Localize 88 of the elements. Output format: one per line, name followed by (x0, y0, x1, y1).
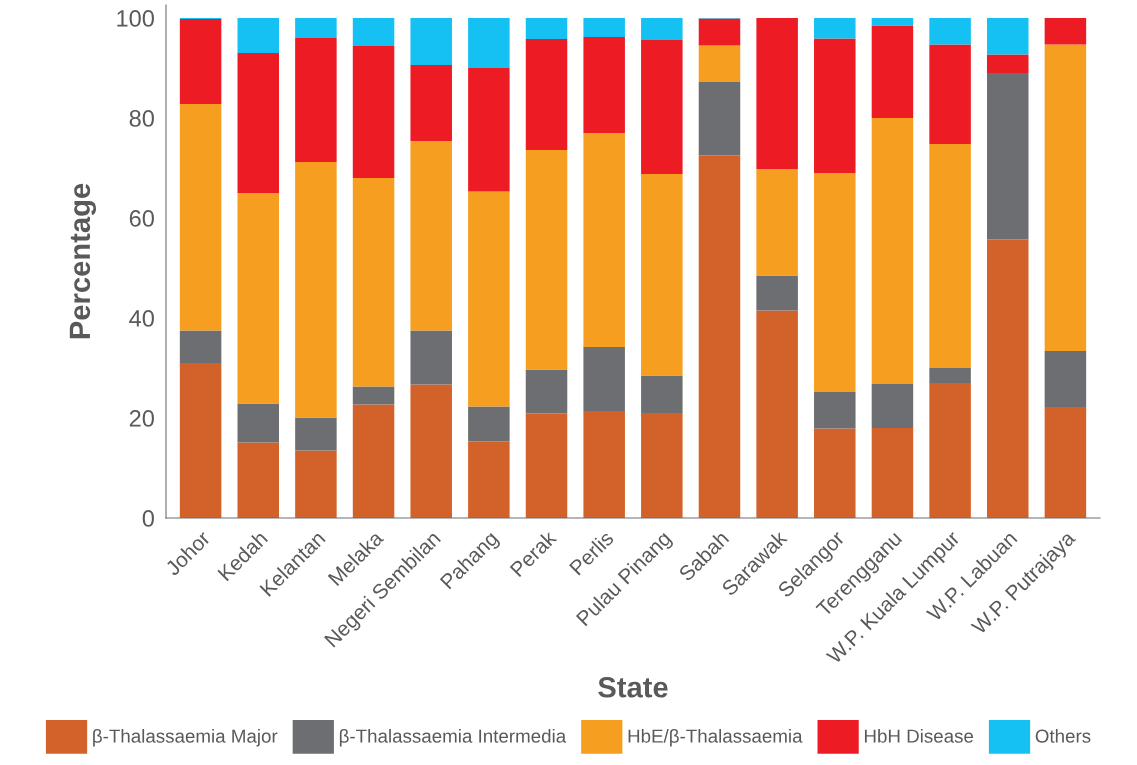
bar (352, 46, 395, 178)
bar (468, 68, 510, 192)
bar (410, 18, 452, 65)
bar (1044, 407, 1087, 518)
bar (295, 38, 337, 162)
bar (641, 375, 683, 413)
bar (179, 330, 222, 363)
bar (698, 82, 741, 156)
y-tick-label: 0 (142, 510, 154, 527)
legend-label: β-Thalassaemia Intermedia (339, 729, 567, 747)
bar (698, 45, 741, 82)
bar (237, 403, 279, 443)
y-tick-label: 40 (129, 310, 154, 327)
bar (410, 65, 452, 141)
bar (641, 174, 683, 376)
bar (698, 18, 741, 46)
bar (352, 386, 395, 405)
legend-label: HbE/β-Thalassaemia (628, 729, 803, 747)
bar (1044, 44, 1087, 351)
bar (525, 150, 568, 370)
bar (756, 310, 798, 518)
bar (525, 369, 568, 414)
y-tick-label: 80 (129, 110, 154, 127)
bar (583, 411, 625, 518)
bar (987, 18, 1029, 55)
bar (410, 141, 452, 331)
legend-label: HbH Disease (864, 729, 974, 743)
bar (583, 347, 625, 411)
bar (871, 18, 914, 26)
bar (987, 54, 1029, 73)
legend-label: β-Thalassaemia Major (93, 729, 278, 747)
bar (295, 450, 337, 518)
bar (929, 144, 971, 368)
bar (583, 133, 625, 347)
bar (929, 368, 971, 383)
bar (698, 155, 741, 518)
bar (410, 330, 452, 385)
bar (468, 18, 510, 68)
bar (237, 18, 279, 53)
bar (929, 44, 971, 144)
bar (179, 104, 222, 331)
bar (525, 413, 568, 518)
bar (871, 428, 914, 518)
bar (756, 18, 798, 169)
bar (756, 169, 798, 276)
bar (468, 191, 510, 407)
bar (237, 193, 279, 404)
bar (814, 428, 856, 518)
y-axis-title: Percentage (69, 183, 97, 339)
bar (179, 363, 222, 518)
bar (814, 18, 856, 39)
bar (814, 173, 856, 392)
bar (871, 25, 914, 118)
bar (871, 118, 914, 384)
bar (525, 18, 568, 39)
bar (756, 275, 798, 311)
bar (410, 384, 452, 518)
bar (814, 38, 856, 173)
bar (237, 442, 279, 518)
bar (352, 404, 395, 518)
bar (295, 417, 337, 451)
legend-label: Others (1035, 729, 1091, 743)
bar (295, 162, 337, 418)
bar (814, 392, 856, 429)
bar (641, 18, 683, 40)
bar (929, 18, 971, 45)
bar (179, 19, 222, 104)
bar (641, 40, 683, 174)
bar (1044, 18, 1087, 45)
bar (1044, 351, 1087, 407)
bar (641, 413, 683, 518)
bar (987, 73, 1029, 240)
bar (352, 18, 395, 46)
bar (929, 383, 971, 518)
bar (237, 53, 279, 193)
bar (871, 384, 914, 428)
y-tick-label: 60 (129, 210, 154, 227)
bar (583, 37, 625, 133)
x-axis-title: State (598, 676, 668, 698)
bar (525, 39, 568, 150)
y-tick-label: 100 (117, 10, 154, 27)
bar (295, 18, 337, 38)
bar (352, 178, 395, 387)
y-tick-label: 20 (129, 410, 154, 427)
bar (468, 441, 510, 518)
bar (468, 406, 510, 442)
bar (987, 239, 1029, 518)
bar (583, 18, 625, 37)
